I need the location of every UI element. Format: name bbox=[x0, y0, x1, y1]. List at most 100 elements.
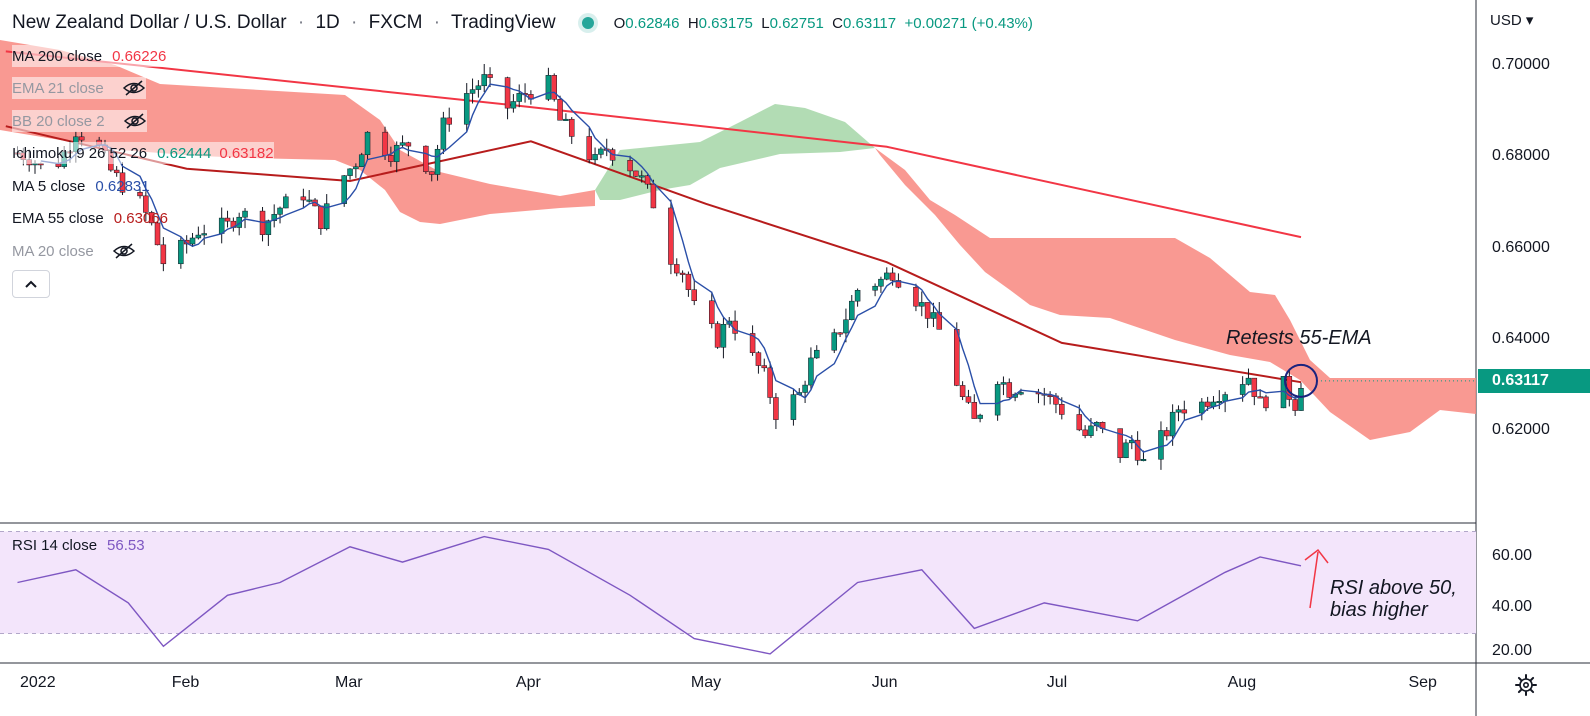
candle bbox=[242, 208, 248, 229]
legend-item[interactable]: BB 20 close 2 bbox=[12, 110, 147, 132]
legend-item[interactable]: MA 200 close 0.66226 bbox=[12, 45, 167, 67]
legend-item[interactable]: EMA 21 close bbox=[12, 77, 146, 99]
candle bbox=[1041, 387, 1048, 406]
candle-body bbox=[714, 323, 721, 348]
candle bbox=[143, 191, 149, 222]
candle bbox=[965, 389, 972, 404]
candle bbox=[924, 302, 931, 329]
candle-body bbox=[113, 169, 120, 174]
candle-body bbox=[1298, 387, 1304, 411]
candle-body bbox=[685, 273, 692, 290]
candle bbox=[230, 217, 237, 232]
ichimoku-cloud bbox=[0, 40, 1476, 440]
candle-body bbox=[1292, 399, 1298, 411]
legend-item[interactable]: MA 5 close 0.62831 bbox=[12, 175, 150, 197]
candle bbox=[434, 144, 441, 181]
candle bbox=[1175, 405, 1182, 422]
candle bbox=[557, 95, 563, 121]
candle-body bbox=[434, 148, 441, 175]
settings-gear-icon[interactable] bbox=[1514, 673, 1538, 697]
candle bbox=[178, 236, 184, 269]
legend-name: MA 20 close bbox=[12, 242, 94, 260]
candle bbox=[446, 107, 452, 132]
candle-body bbox=[924, 302, 931, 319]
candle bbox=[265, 219, 272, 246]
rsi-legend[interactable]: RSI 14 close 56.53 bbox=[12, 537, 145, 554]
candle-body bbox=[568, 118, 575, 137]
cloud-bull-segment bbox=[595, 104, 875, 200]
candle-body bbox=[148, 212, 155, 224]
candle bbox=[749, 325, 756, 356]
candle bbox=[854, 288, 861, 307]
candle bbox=[1245, 368, 1252, 386]
candle bbox=[568, 117, 575, 144]
candle-body bbox=[592, 154, 598, 161]
candle-body bbox=[913, 286, 919, 307]
candle-body bbox=[598, 148, 604, 155]
legend-name: MA 200 close bbox=[12, 47, 103, 65]
candle bbox=[831, 328, 838, 354]
candle bbox=[271, 204, 277, 228]
candle bbox=[1000, 376, 1007, 396]
candle bbox=[668, 199, 674, 275]
candle bbox=[638, 170, 645, 183]
currency-selector[interactable]: USD ▾ bbox=[1490, 12, 1534, 29]
price-tick-label: 0.70000 bbox=[1492, 56, 1550, 73]
collapse-legend-button[interactable] bbox=[12, 270, 50, 298]
candle-body bbox=[936, 312, 943, 330]
candle-body bbox=[446, 117, 452, 125]
candle bbox=[1216, 390, 1223, 410]
candle-body bbox=[884, 272, 890, 280]
price-tick-label: 0.66000 bbox=[1492, 238, 1550, 256]
symbol-title[interactable]: New Zealand Dollar / U.S. Dollar · 1D · … bbox=[12, 12, 556, 33]
candle bbox=[283, 193, 289, 209]
legend-item[interactable]: MA 20 close bbox=[12, 240, 136, 262]
candle-body bbox=[300, 196, 307, 201]
cloud-bear-segment bbox=[875, 148, 1476, 440]
candle-body bbox=[516, 93, 522, 102]
candle bbox=[586, 128, 592, 164]
hidden-eye-icon[interactable] bbox=[112, 243, 136, 259]
hidden-eye-icon[interactable] bbox=[123, 113, 147, 129]
candle-body bbox=[638, 175, 645, 178]
candle bbox=[773, 393, 779, 430]
candle bbox=[300, 188, 307, 209]
candle-body bbox=[889, 272, 896, 281]
candle-body bbox=[1245, 377, 1252, 385]
candle bbox=[1123, 439, 1129, 459]
candle bbox=[633, 170, 639, 178]
candle-body bbox=[551, 75, 557, 100]
candle-body bbox=[959, 385, 966, 397]
candle-body bbox=[749, 333, 756, 353]
candle bbox=[884, 267, 890, 281]
candle-body bbox=[78, 136, 85, 141]
candle-body bbox=[1199, 401, 1205, 414]
candle bbox=[440, 111, 447, 155]
candle-body bbox=[1006, 382, 1013, 398]
hidden-eye-icon[interactable] bbox=[122, 80, 146, 96]
legend-item[interactable]: Ichimoku 9 26 52 26 0.62444 0.63182 bbox=[12, 142, 274, 164]
candle-body bbox=[773, 397, 779, 420]
candle-body bbox=[318, 205, 324, 230]
candle-body bbox=[1088, 425, 1094, 436]
candle bbox=[843, 308, 849, 343]
price-tick-label: 0.68000 bbox=[1492, 147, 1550, 165]
candle-body bbox=[423, 145, 429, 172]
candle bbox=[189, 232, 196, 248]
candle bbox=[148, 210, 155, 226]
legend-name: EMA 21 close bbox=[12, 79, 104, 97]
candle bbox=[364, 131, 371, 160]
candle-body bbox=[469, 89, 476, 94]
candle-body bbox=[347, 168, 353, 176]
legend-item[interactable]: EMA 55 close 0.63066 bbox=[12, 207, 168, 229]
candle bbox=[971, 394, 978, 419]
candle bbox=[388, 146, 394, 167]
candle bbox=[755, 351, 762, 374]
candle-body bbox=[323, 203, 330, 230]
ma200-line bbox=[5, 50, 1302, 239]
candle-body bbox=[1181, 409, 1188, 414]
candle-body bbox=[277, 207, 283, 215]
candle-body bbox=[767, 367, 773, 398]
candle bbox=[802, 380, 808, 404]
